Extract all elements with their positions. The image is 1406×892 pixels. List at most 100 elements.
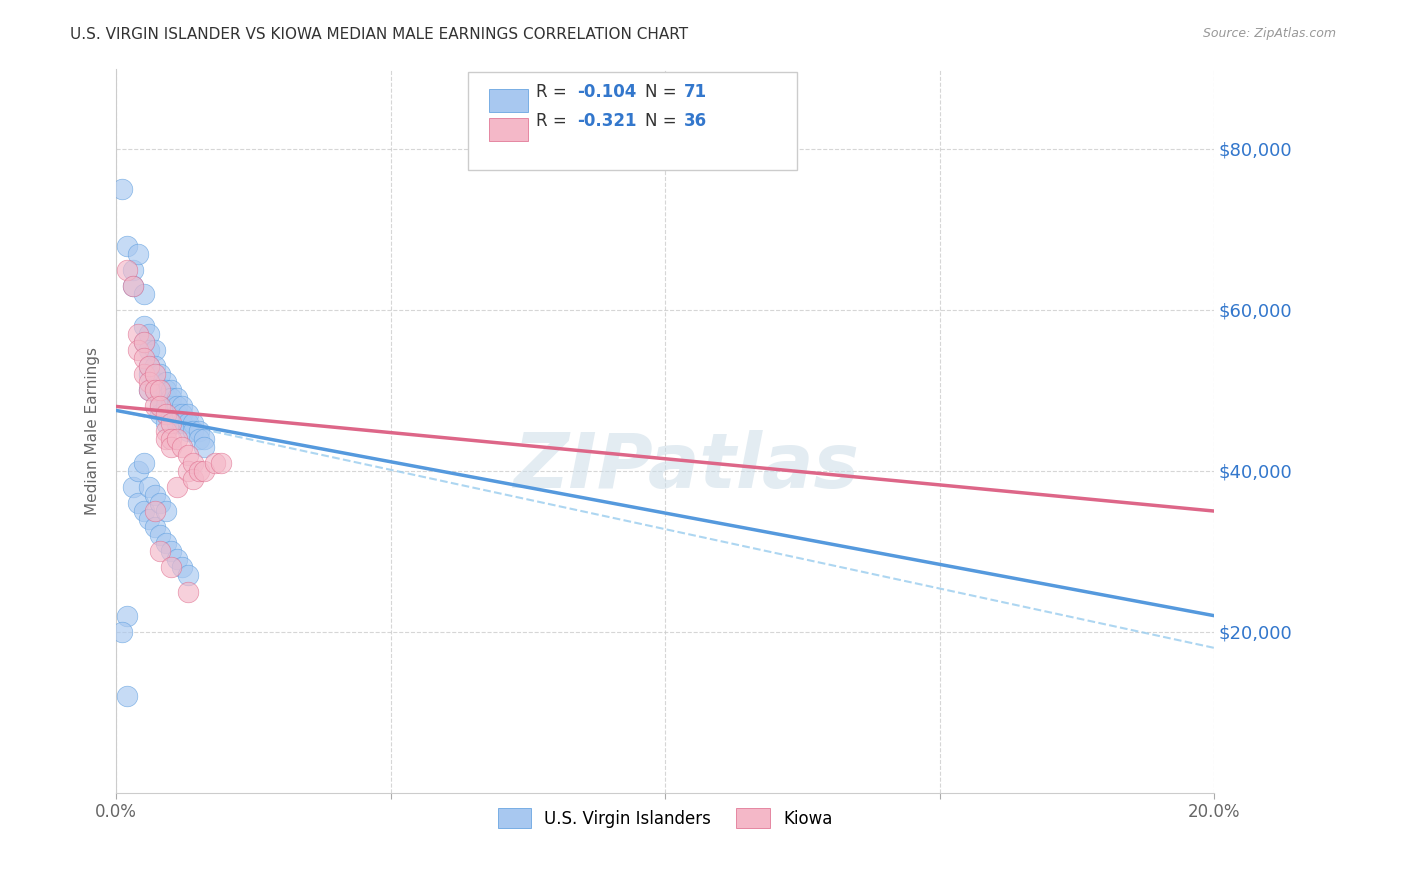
Point <box>193 432 215 446</box>
Point <box>138 359 160 374</box>
Point <box>155 400 177 414</box>
Point <box>172 400 194 414</box>
Point <box>127 464 149 478</box>
Point <box>132 334 155 349</box>
Point <box>166 552 188 566</box>
Point <box>172 440 194 454</box>
Point <box>149 384 172 398</box>
Point <box>172 408 194 422</box>
Point <box>181 456 204 470</box>
Point <box>127 246 149 260</box>
Point <box>138 343 160 358</box>
Point <box>160 432 183 446</box>
Point <box>176 408 198 422</box>
Point <box>143 384 166 398</box>
Point <box>155 392 177 406</box>
Point <box>166 416 188 430</box>
Point <box>111 182 134 196</box>
Point <box>149 496 172 510</box>
Point <box>176 424 198 438</box>
Point <box>172 560 194 574</box>
Point <box>176 568 198 582</box>
Point <box>204 456 226 470</box>
Point <box>132 351 155 366</box>
Point <box>132 334 155 349</box>
Point <box>166 408 188 422</box>
Point <box>155 504 177 518</box>
Point <box>149 368 172 382</box>
Point <box>132 368 155 382</box>
Point <box>187 432 209 446</box>
Point <box>160 440 183 454</box>
Point <box>143 376 166 390</box>
Point <box>172 416 194 430</box>
Point <box>155 432 177 446</box>
Point <box>187 424 209 438</box>
Point <box>160 560 183 574</box>
Point <box>149 408 172 422</box>
Point <box>193 464 215 478</box>
Point <box>181 424 204 438</box>
Point <box>117 262 139 277</box>
Point <box>149 528 172 542</box>
Point <box>117 608 139 623</box>
Point <box>149 384 172 398</box>
Point <box>176 416 198 430</box>
Point <box>160 544 183 558</box>
Point <box>121 262 143 277</box>
Point <box>166 392 188 406</box>
FancyBboxPatch shape <box>468 72 797 169</box>
Legend: U.S. Virgin Islanders, Kiowa: U.S. Virgin Islanders, Kiowa <box>491 801 839 835</box>
Point <box>209 456 232 470</box>
Point <box>160 408 183 422</box>
Point <box>181 472 204 486</box>
Point <box>149 544 172 558</box>
Point <box>121 278 143 293</box>
Point <box>155 408 177 422</box>
Point <box>117 689 139 703</box>
Point <box>155 536 177 550</box>
Point <box>160 392 183 406</box>
Text: R =: R = <box>536 112 572 130</box>
Point <box>138 368 160 382</box>
Text: R =: R = <box>536 84 572 102</box>
Text: ZIPatlas: ZIPatlas <box>515 430 860 504</box>
Point <box>155 408 177 422</box>
FancyBboxPatch shape <box>489 89 527 112</box>
Point <box>176 464 198 478</box>
Point <box>166 432 188 446</box>
Text: N =: N = <box>645 84 682 102</box>
Point <box>127 343 149 358</box>
Point <box>166 400 188 414</box>
Point <box>143 384 166 398</box>
Point <box>149 400 172 414</box>
Point <box>132 504 155 518</box>
Point <box>155 416 177 430</box>
Point <box>176 448 198 462</box>
Text: U.S. VIRGIN ISLANDER VS KIOWA MEDIAN MALE EARNINGS CORRELATION CHART: U.S. VIRGIN ISLANDER VS KIOWA MEDIAN MAL… <box>70 27 689 42</box>
Point <box>187 464 209 478</box>
Point <box>143 520 166 534</box>
Point <box>155 384 177 398</box>
Point <box>132 318 155 333</box>
Text: Source: ZipAtlas.com: Source: ZipAtlas.com <box>1202 27 1336 40</box>
Point <box>132 456 155 470</box>
Point <box>127 496 149 510</box>
Text: N =: N = <box>645 112 682 130</box>
Point <box>143 359 166 374</box>
Point <box>149 392 172 406</box>
Point <box>132 286 155 301</box>
Point <box>166 480 188 494</box>
Point <box>138 512 160 526</box>
Point <box>176 584 198 599</box>
Point <box>143 400 166 414</box>
Point <box>193 440 215 454</box>
Point <box>143 504 166 518</box>
Text: -0.104: -0.104 <box>578 84 637 102</box>
Point <box>181 416 204 430</box>
Point <box>111 624 134 639</box>
Point <box>143 488 166 502</box>
Point <box>160 400 183 414</box>
Point <box>138 359 160 374</box>
Point <box>149 400 172 414</box>
